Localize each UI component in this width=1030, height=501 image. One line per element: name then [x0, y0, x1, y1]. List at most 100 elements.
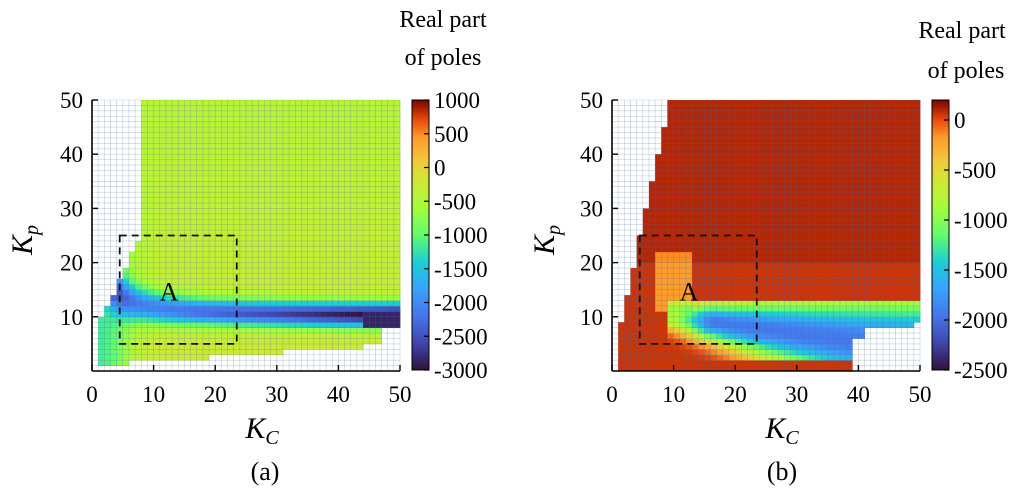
heatmap-cell — [790, 170, 798, 177]
heatmap-cell — [159, 230, 167, 236]
heatmap-cell — [295, 295, 302, 301]
heatmap-cell — [221, 300, 228, 307]
heatmap-cell — [772, 246, 779, 253]
heatmap-cell — [667, 295, 674, 301]
heatmap-cell — [883, 273, 890, 280]
heatmap-cell — [141, 181, 148, 188]
heatmap-cell — [356, 343, 364, 350]
heatmap-cell — [122, 278, 130, 285]
heatmap-cell — [852, 105, 859, 112]
heatmap-cell — [741, 121, 748, 128]
heatmap-cell — [747, 240, 755, 247]
heatmap-cell — [852, 322, 859, 329]
heatmap-cell — [239, 208, 247, 215]
heatmap-cell — [375, 284, 382, 291]
heatmap-cell — [282, 257, 290, 263]
heatmap-cell — [716, 165, 724, 171]
heatmap-cell — [821, 137, 828, 144]
heatmap-cell — [215, 213, 222, 220]
heatmap-cell — [141, 322, 148, 329]
heatmap-cell — [233, 132, 241, 139]
heatmap-cell — [673, 143, 681, 150]
heatmap-cell — [741, 219, 748, 226]
heatmap-cell — [883, 235, 890, 242]
heatmap-cell — [338, 278, 345, 285]
heatmap-cell — [313, 338, 321, 345]
heatmap-cell — [233, 143, 241, 150]
heatmap-cell — [375, 127, 382, 133]
heatmap-cell — [369, 268, 376, 274]
heatmap-cell — [184, 311, 191, 318]
heatmap-cell — [393, 316, 401, 323]
heatmap-cell — [661, 159, 668, 166]
heatmap-cell — [202, 240, 210, 247]
heatmap-cell — [685, 360, 693, 366]
heatmap-cell — [895, 213, 902, 220]
heatmap-cell — [178, 349, 185, 356]
heatmap-cell — [289, 143, 296, 150]
heatmap-cell — [815, 262, 822, 269]
heatmap-cell — [270, 137, 278, 144]
heatmap-cell — [307, 148, 315, 155]
heatmap-cell — [319, 224, 327, 231]
heatmap-cell — [387, 154, 395, 161]
heatmap-cell — [901, 235, 909, 242]
heatmap-cell — [698, 284, 705, 291]
heatmap-cell — [858, 148, 865, 155]
heatmap-cell — [307, 186, 315, 193]
heatmap-cell — [870, 322, 878, 329]
heatmap-cell — [753, 365, 761, 372]
heatmap-cell — [753, 192, 761, 198]
heatmap-cell — [159, 127, 167, 133]
heatmap-cell — [655, 268, 662, 274]
heatmap-cell — [221, 192, 228, 198]
heatmap-cell — [381, 284, 389, 291]
heatmap-cell — [246, 235, 253, 242]
heatmap-cell — [147, 143, 154, 150]
heatmap-cell — [667, 165, 674, 171]
heatmap-cell — [301, 338, 308, 345]
heatmap-cell — [778, 251, 785, 258]
heatmap-cell — [772, 148, 779, 155]
heatmap-cell — [679, 365, 687, 372]
heatmap-cell — [202, 224, 210, 231]
colorbar-b — [931, 99, 950, 371]
heatmap-cell — [846, 268, 853, 274]
heatmap-cell — [753, 202, 761, 209]
heatmap-cell — [858, 333, 865, 339]
heatmap-cell — [209, 262, 216, 269]
heatmap-cell — [809, 251, 816, 258]
heatmap-cell — [704, 284, 711, 291]
heatmap-cell — [784, 132, 792, 139]
heatmap-cell — [332, 224, 339, 231]
heatmap-cell — [673, 175, 681, 182]
heatmap-cell — [716, 262, 724, 269]
heatmap-cell — [839, 202, 847, 209]
heatmap-cell — [759, 148, 767, 155]
heatmap-cell — [289, 213, 296, 220]
heatmap-cell — [202, 208, 210, 215]
heatmap-cell — [778, 327, 785, 334]
heatmap-cell — [190, 224, 198, 231]
heatmap-cell — [790, 322, 798, 329]
heatmap-cell — [350, 202, 358, 209]
heatmap-cell — [258, 300, 265, 307]
heatmap-cell — [363, 289, 370, 296]
heatmap-cell — [363, 186, 370, 193]
heatmap-cell — [135, 333, 142, 339]
heatmap-cell — [655, 284, 662, 291]
heatmap-cell — [184, 121, 191, 128]
heatmap-cell — [827, 202, 835, 209]
heatmap-cell — [667, 186, 674, 193]
heatmap-cell — [870, 159, 878, 166]
heatmap-cell — [876, 192, 884, 198]
heatmap-cell — [833, 213, 841, 220]
heatmap-cell — [196, 121, 204, 128]
heatmap-cell — [673, 186, 681, 193]
heatmap-cell — [276, 121, 284, 128]
heatmap-cell — [636, 360, 644, 366]
heatmap-cell — [246, 192, 253, 198]
heatmap-cell — [270, 343, 278, 350]
heatmap-cell — [624, 311, 631, 318]
heatmap-cell — [393, 300, 401, 307]
